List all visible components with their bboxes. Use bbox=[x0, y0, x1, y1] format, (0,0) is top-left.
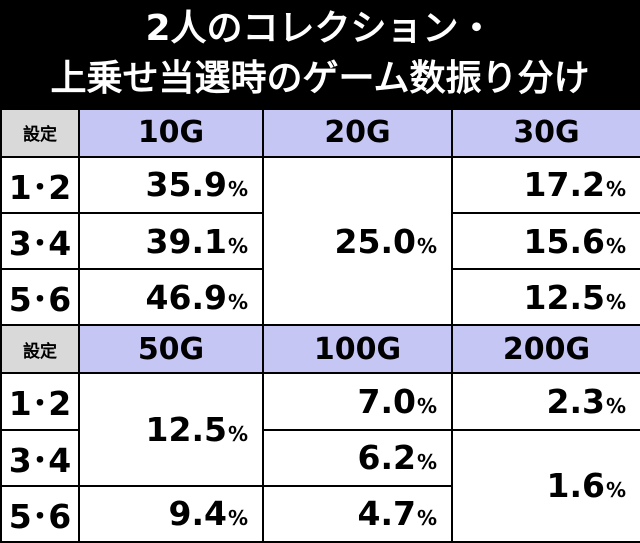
table-row: 3･4 6.2% 1.6% bbox=[0, 428, 640, 543]
value-cell: 39.1% bbox=[78, 212, 264, 271]
table-row: 5･6 9.4% 4.7% bbox=[0, 484, 640, 543]
table-row: 1･2 35.9% 25.0% 17.2% bbox=[0, 155, 640, 327]
header-100g: 100G bbox=[262, 324, 453, 375]
table-row: 1･2 12.5% 7.0% 2.3% bbox=[0, 372, 640, 487]
page-title: 2人のコレクション・ 上乗せ当選時のゲーム数振り分け bbox=[0, 0, 640, 108]
value-cell: 35.9% bbox=[78, 155, 264, 215]
value-cell: 4.7% bbox=[262, 484, 453, 543]
value-cell: 7.0% bbox=[262, 372, 453, 431]
value-cell: 12.5% bbox=[451, 268, 640, 327]
header-50g: 50G bbox=[78, 324, 264, 375]
setting-header: 設定 bbox=[0, 108, 80, 158]
value-cell: 9.4% bbox=[78, 484, 264, 543]
title-line-1: 2人のコレクション・ bbox=[145, 8, 495, 49]
table2-header-row: 設定 50G 100G 200G bbox=[0, 324, 640, 375]
setting-label: 3･4 bbox=[0, 212, 80, 271]
value-cell: 15.6% bbox=[451, 212, 640, 271]
header-200g: 200G bbox=[451, 324, 640, 375]
value-cell-merged: 12.5% bbox=[78, 372, 264, 487]
value-cell-merged: 1.6% bbox=[451, 428, 640, 543]
distribution-table: 設定 10G 20G 30G 1･2 35.9% 25.0% 17.2% 3･4… bbox=[0, 108, 640, 543]
setting-label: 5･6 bbox=[0, 484, 80, 543]
setting-label: 1･2 bbox=[0, 155, 80, 215]
value-cell: 46.9% bbox=[78, 268, 264, 327]
value-cell: 6.2% bbox=[262, 428, 453, 487]
header-10g: 10G bbox=[78, 108, 264, 158]
value-cell-merged: 25.0% bbox=[262, 155, 453, 327]
setting-label: 3･4 bbox=[0, 428, 80, 487]
header-30g: 30G bbox=[451, 108, 640, 158]
setting-label: 1･2 bbox=[0, 372, 80, 431]
title-line-2: 上乗せ当選時のゲーム数振り分け bbox=[50, 58, 590, 99]
value-cell: 2.3% bbox=[451, 372, 640, 431]
table-row: 3･4 39.1% 15.6% bbox=[0, 212, 640, 271]
setting-label: 5･6 bbox=[0, 268, 80, 327]
value-cell: 17.2% bbox=[451, 155, 640, 215]
header-20g: 20G bbox=[262, 108, 453, 158]
table-row: 5･6 46.9% 12.5% bbox=[0, 268, 640, 327]
table1-header-row: 設定 10G 20G 30G bbox=[0, 108, 640, 158]
setting-header: 設定 bbox=[0, 324, 80, 375]
